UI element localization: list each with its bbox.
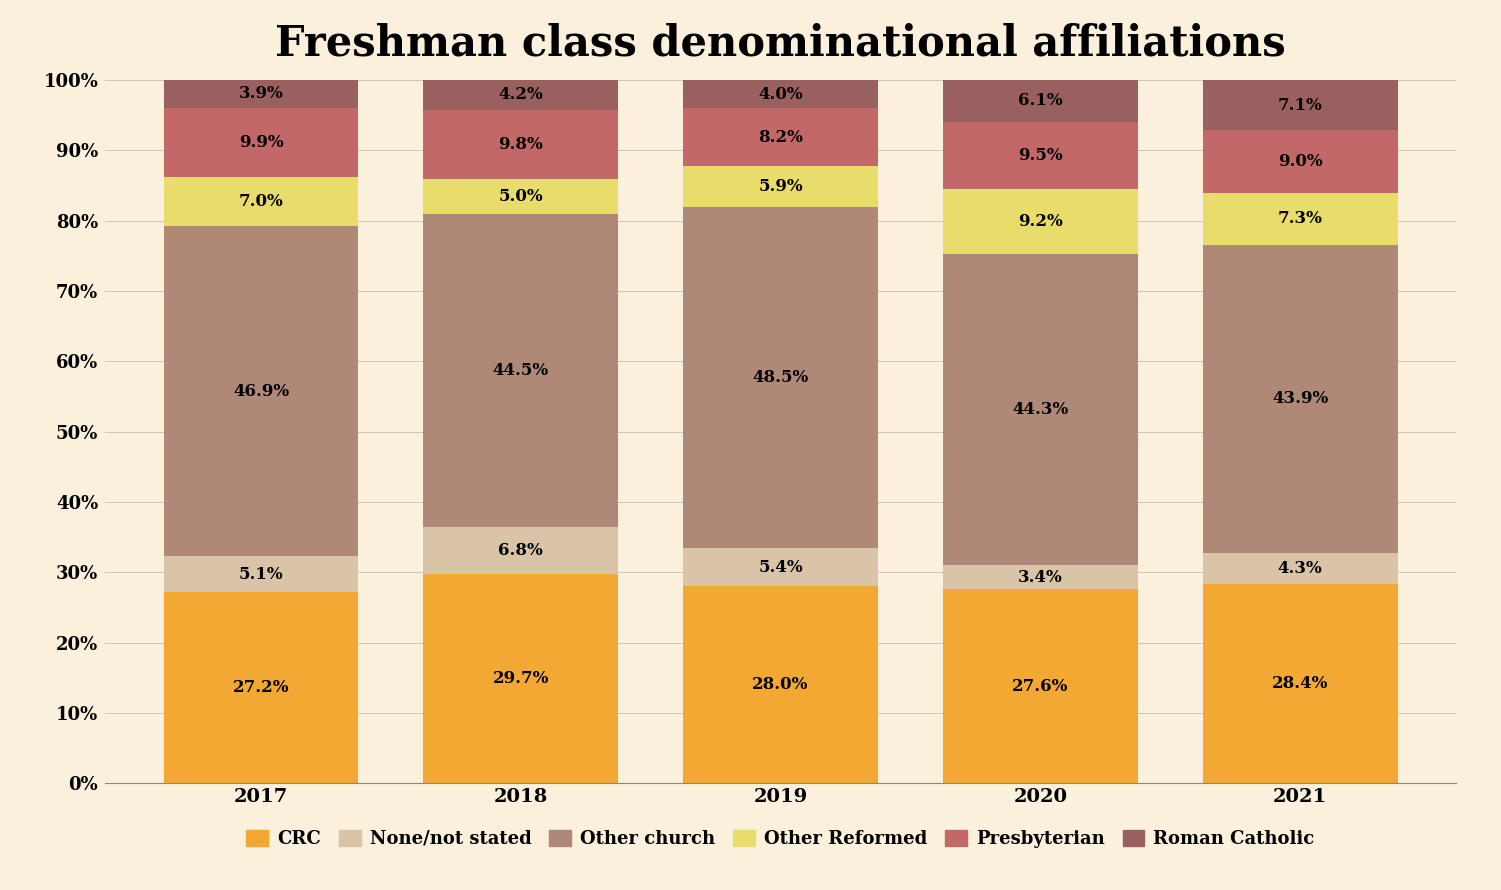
Bar [164, 556, 359, 592]
Text: 7.0%: 7.0% [239, 193, 284, 210]
Bar [943, 79, 1138, 122]
Text: 28.0%: 28.0% [752, 676, 809, 693]
Text: 4.0%: 4.0% [758, 85, 803, 102]
Bar [683, 166, 878, 207]
Text: 43.9%: 43.9% [1271, 391, 1328, 408]
Text: 9.8%: 9.8% [498, 135, 543, 152]
Text: 7.1%: 7.1% [1277, 96, 1322, 114]
Bar [1202, 80, 1397, 130]
Bar [164, 226, 359, 556]
Text: 4.2%: 4.2% [498, 86, 543, 103]
Bar [683, 587, 878, 783]
Text: 5.4%: 5.4% [758, 559, 803, 576]
Text: 9.2%: 9.2% [1018, 213, 1063, 230]
Text: 9.5%: 9.5% [1018, 147, 1063, 164]
Bar [683, 109, 878, 166]
Bar [943, 565, 1138, 589]
Bar [683, 548, 878, 587]
Bar [423, 80, 618, 109]
Text: 48.5%: 48.5% [752, 369, 809, 386]
Text: 44.5%: 44.5% [492, 361, 549, 378]
Bar [423, 109, 618, 179]
Bar [423, 527, 618, 574]
Text: 4.3%: 4.3% [1277, 560, 1322, 577]
Bar [164, 108, 359, 177]
Text: 3.4%: 3.4% [1018, 569, 1063, 586]
Text: 6.1%: 6.1% [1018, 93, 1063, 109]
Bar [683, 80, 878, 109]
Title: Freshman class denominational affiliations: Freshman class denominational affiliatio… [275, 22, 1286, 64]
Bar [943, 254, 1138, 565]
Bar [1202, 193, 1397, 245]
Bar [164, 177, 359, 226]
Bar [423, 179, 618, 214]
Text: 44.3%: 44.3% [1012, 401, 1069, 418]
Bar [164, 80, 359, 108]
Text: 3.9%: 3.9% [239, 85, 284, 102]
Bar [943, 589, 1138, 783]
Bar [943, 122, 1138, 189]
Bar [1202, 245, 1397, 554]
Text: 27.2%: 27.2% [233, 679, 290, 696]
Bar [1202, 554, 1397, 584]
Bar [1202, 130, 1397, 193]
Text: 7.3%: 7.3% [1277, 210, 1322, 228]
Bar [423, 214, 618, 527]
Text: 6.8%: 6.8% [498, 542, 543, 559]
Text: 29.7%: 29.7% [492, 670, 549, 687]
Text: 28.4%: 28.4% [1271, 675, 1328, 692]
Bar [943, 189, 1138, 254]
Bar [164, 592, 359, 783]
Legend: CRC, None/not stated, Other church, Other Reformed, Presbyterian, Roman Catholic: CRC, None/not stated, Other church, Othe… [239, 822, 1322, 855]
Text: 5.1%: 5.1% [239, 565, 284, 583]
Text: 5.9%: 5.9% [758, 178, 803, 195]
Text: 8.2%: 8.2% [758, 128, 803, 146]
Bar [1202, 584, 1397, 783]
Bar [423, 574, 618, 783]
Text: 9.9%: 9.9% [239, 134, 284, 150]
Text: 27.6%: 27.6% [1012, 677, 1069, 695]
Text: 5.0%: 5.0% [498, 188, 543, 205]
Text: 9.0%: 9.0% [1277, 153, 1322, 170]
Bar [683, 207, 878, 548]
Text: 46.9%: 46.9% [233, 383, 290, 400]
